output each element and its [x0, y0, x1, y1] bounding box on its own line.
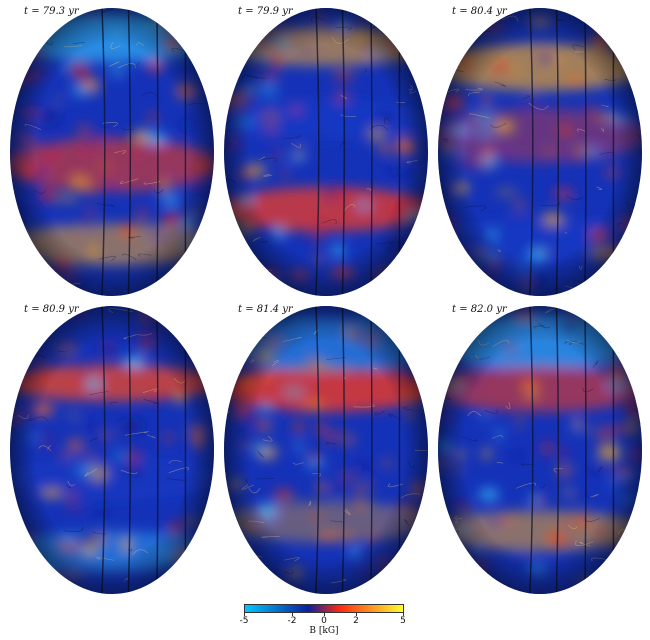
globe-render [10, 8, 214, 296]
colorbar-tick [356, 613, 357, 616]
panel-time-label: t = 82.0 yr [452, 304, 507, 315]
globe-render [224, 8, 428, 296]
colorbar-tick [292, 613, 293, 616]
globe-render [438, 8, 642, 296]
panel-time-label: t = 79.9 yr [238, 6, 293, 17]
colorbar-tick-label: 5 [400, 616, 406, 626]
panel-5: t = 81.4 yr [218, 300, 434, 596]
panel-4: t = 80.9 yr [4, 300, 220, 596]
panel-time-label: t = 80.9 yr [24, 304, 79, 315]
colorbar-label: B [kG] [309, 626, 339, 636]
panel-6: t = 82.0 yr [432, 300, 648, 596]
globe-render [10, 306, 214, 594]
colorbar-tick [403, 613, 404, 616]
colorbar-tick-label: 0 [321, 616, 327, 626]
colorbar: -5 -2 0 2 5 B [kG] [240, 604, 406, 638]
panel-2: t = 79.9 yr [218, 2, 434, 298]
panel-time-label: t = 79.3 yr [24, 6, 79, 17]
colorbar-tick-label: -2 [287, 616, 297, 626]
panel-time-label: t = 81.4 yr [238, 304, 293, 315]
colorbar-tick-label: 2 [353, 616, 359, 626]
colorbar-gradient [244, 604, 404, 613]
panel-3: t = 80.4 yr [432, 2, 648, 298]
panel-1: t = 79.3 yr [4, 2, 220, 298]
globe-render [438, 306, 642, 594]
colorbar-tick [244, 613, 245, 616]
colorbar-tick-label: -5 [239, 616, 249, 626]
colorbar-tick [324, 613, 325, 616]
panel-time-label: t = 80.4 yr [452, 6, 507, 17]
globe-render [224, 306, 428, 594]
